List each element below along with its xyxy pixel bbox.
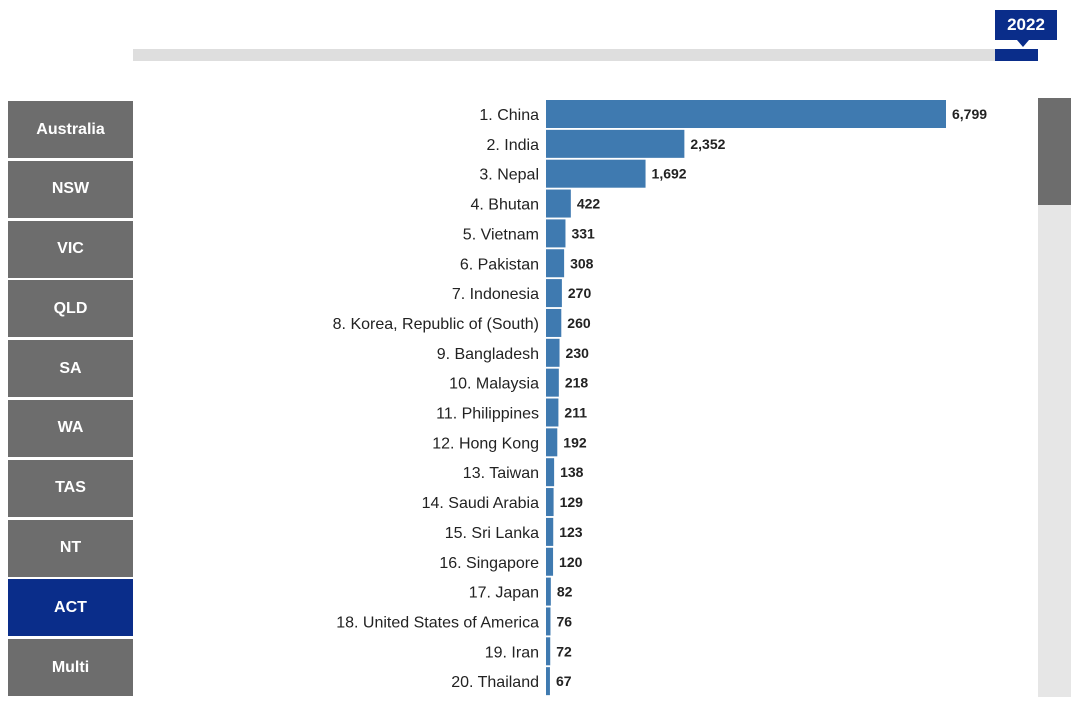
category-label: 7. Indonesia <box>452 286 539 303</box>
category-label: 3. Nepal <box>479 167 539 184</box>
bar[interactable] <box>546 517 554 546</box>
category-label: 13. Taiwan <box>463 465 539 482</box>
value-label: 82 <box>557 584 573 600</box>
bar[interactable] <box>546 129 685 158</box>
region-button-label: QLD <box>53 299 88 317</box>
region-button-label: Australia <box>36 120 105 138</box>
value-label: 120 <box>559 554 583 570</box>
category-label: 8. Korea, Republic of (South) <box>333 316 539 333</box>
value-label: 129 <box>560 494 584 510</box>
region-button-nsw[interactable]: NSW <box>8 160 133 218</box>
region-button-label: NT <box>59 539 82 557</box>
category-label: 11. Philippines <box>436 406 539 423</box>
bar[interactable] <box>546 458 555 487</box>
region-menu: Australia NSW VIC QLD SA WA TAS NT ACT Multi <box>8 101 133 699</box>
region-button-label: WA <box>57 419 84 437</box>
value-label: 331 <box>571 225 595 241</box>
bar[interactable] <box>546 338 560 367</box>
category-label: 12. Hong Kong <box>432 435 539 452</box>
region-button-label: SA <box>59 359 82 377</box>
bar[interactable] <box>546 249 565 278</box>
bar[interactable] <box>546 219 566 248</box>
value-label: 76 <box>556 613 572 629</box>
value-label: 218 <box>565 375 589 391</box>
region-button-act[interactable]: ACT <box>8 579 133 637</box>
scrollbar-thumb[interactable] <box>1038 98 1071 205</box>
region-button-label: NSW <box>51 180 90 198</box>
bar[interactable] <box>546 577 551 606</box>
category-label: 2. India <box>487 137 540 154</box>
region-button-vic[interactable]: VIC <box>8 220 133 278</box>
bar[interactable] <box>546 100 946 128</box>
region-button-tas[interactable]: TAS <box>8 459 133 517</box>
region-button-nt[interactable]: NT <box>8 519 133 577</box>
value-label: 138 <box>560 464 584 480</box>
bar[interactable] <box>546 159 646 188</box>
bar[interactable] <box>546 398 559 427</box>
category-label: 9. Bangladesh <box>437 346 539 363</box>
value-label: 67 <box>556 673 572 689</box>
category-label: 15. Sri Lanka <box>445 525 539 542</box>
year-badge: 2022 <box>995 10 1057 47</box>
value-label: 422 <box>577 196 601 212</box>
region-button-australia[interactable]: Australia <box>8 101 133 158</box>
region-button-sa[interactable]: SA <box>8 340 133 398</box>
value-label: 72 <box>556 643 572 659</box>
bar[interactable] <box>546 279 562 308</box>
value-label: 308 <box>570 255 594 271</box>
region-button-multi[interactable]: Multi <box>8 639 133 697</box>
region-button-label: Multi <box>51 658 90 676</box>
category-label: 16. Singapore <box>439 555 539 572</box>
bar[interactable] <box>546 667 550 696</box>
value-label: 192 <box>563 434 587 450</box>
value-label: 211 <box>564 405 587 421</box>
bar[interactable] <box>546 488 554 517</box>
value-label: 6,799 <box>952 106 987 122</box>
value-label: 260 <box>567 315 591 331</box>
category-label: 20. Thailand <box>451 674 539 691</box>
bar[interactable] <box>546 637 551 666</box>
category-label: 17. Japan <box>469 585 539 602</box>
category-label: 1. China <box>479 107 539 124</box>
region-button-qld[interactable]: QLD <box>8 280 133 338</box>
region-button-label: VIC <box>57 240 84 258</box>
region-button-label: TAS <box>55 479 86 497</box>
bar[interactable] <box>546 189 571 218</box>
region-button-wa[interactable]: WA <box>8 399 133 457</box>
value-label: 270 <box>568 285 592 301</box>
category-label: 10. Malaysia <box>449 376 539 393</box>
timeline-progress[interactable] <box>995 49 1038 61</box>
value-label: 2,352 <box>690 136 725 152</box>
year-label: 2022 <box>1007 15 1045 34</box>
value-label: 1,692 <box>652 166 687 182</box>
category-label: 19. Iran <box>485 644 539 661</box>
timeline-track[interactable] <box>133 49 1038 61</box>
category-label: 18. United States of America <box>336 614 539 631</box>
category-label: 6. Pakistan <box>460 256 539 273</box>
category-label: 5. Vietnam <box>463 226 539 243</box>
bar[interactable] <box>546 547 554 576</box>
category-label: 4. Bhutan <box>471 197 540 214</box>
region-button-label: ACT <box>54 598 87 616</box>
value-label: 123 <box>559 524 583 540</box>
value-label: 230 <box>566 345 590 361</box>
bar[interactable] <box>546 368 559 397</box>
bar[interactable] <box>546 607 551 636</box>
bar[interactable] <box>546 428 558 457</box>
bar[interactable] <box>546 308 562 337</box>
category-label: 14. Saudi Arabia <box>422 495 540 512</box>
